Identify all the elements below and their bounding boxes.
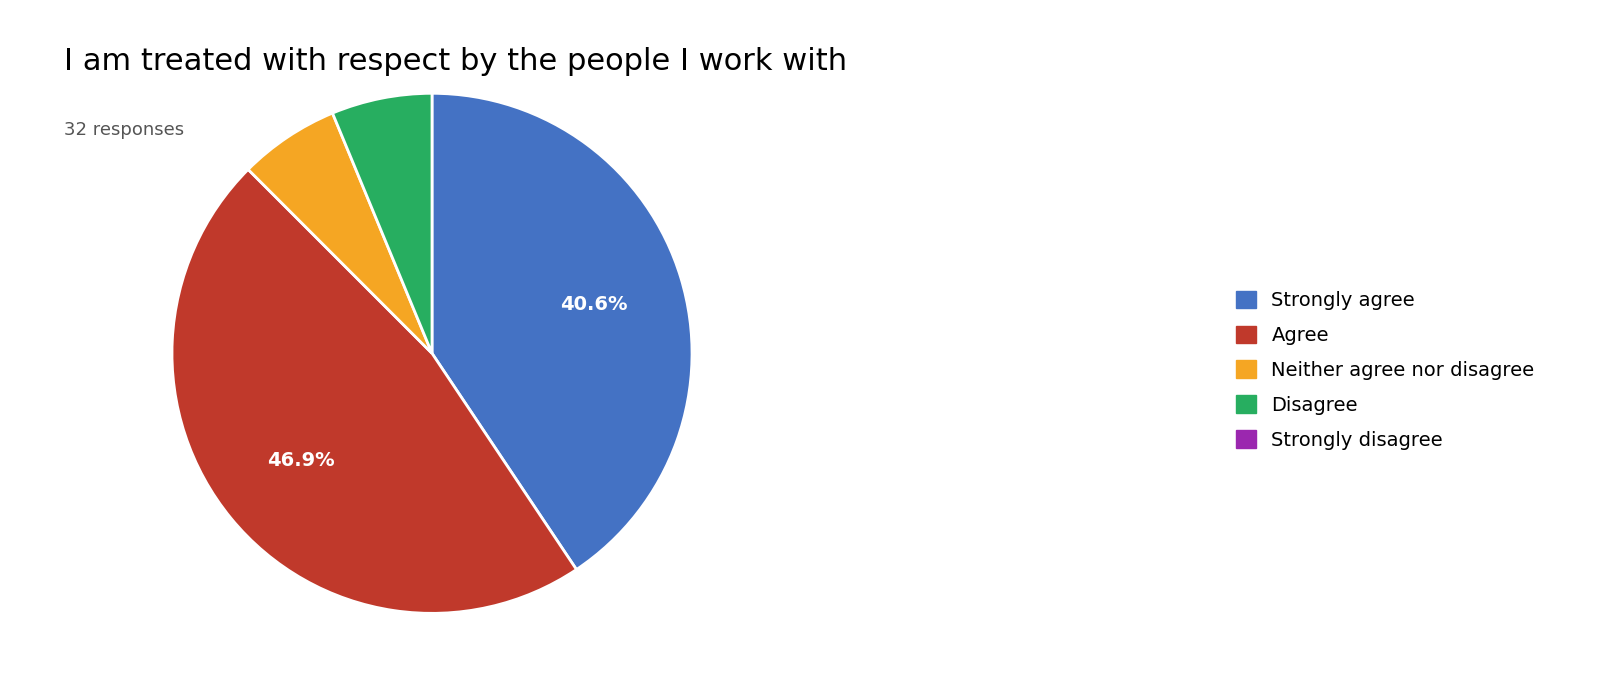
- Wedge shape: [333, 94, 432, 353]
- Wedge shape: [171, 170, 576, 613]
- Wedge shape: [248, 113, 432, 353]
- Text: 46.9%: 46.9%: [267, 451, 334, 470]
- Text: 40.6%: 40.6%: [560, 295, 627, 314]
- Text: I am treated with respect by the people I work with: I am treated with respect by the people …: [64, 47, 846, 76]
- Wedge shape: [432, 94, 693, 569]
- Legend: Strongly agree, Agree, Neither agree nor disagree, Disagree, Strongly disagree: Strongly agree, Agree, Neither agree nor…: [1229, 283, 1542, 458]
- Text: 32 responses: 32 responses: [64, 121, 184, 139]
